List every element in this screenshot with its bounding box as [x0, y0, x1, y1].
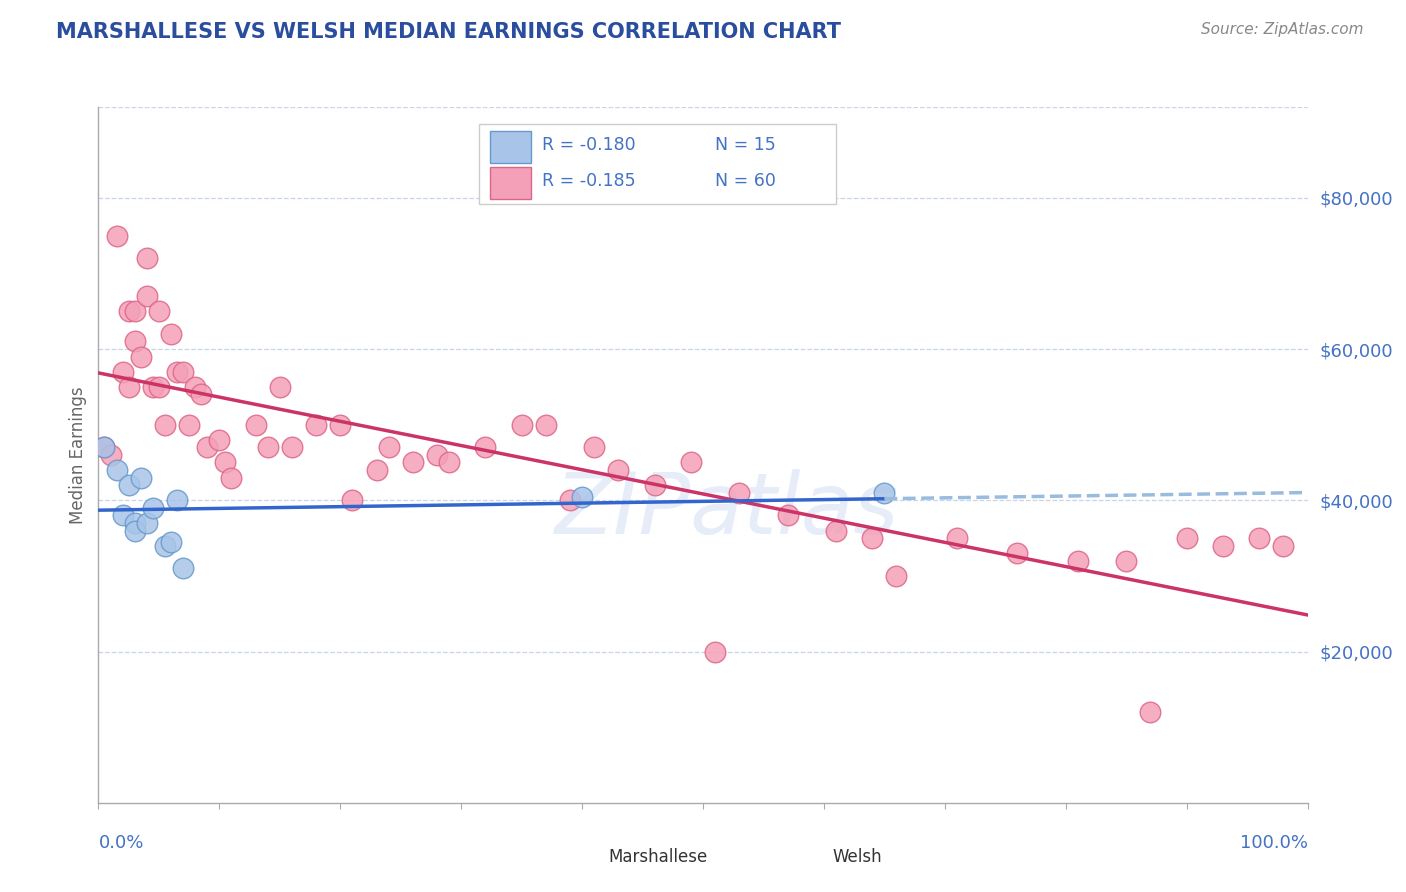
Point	[886, 569, 908, 583]
Point	[166, 493, 188, 508]
Point	[329, 417, 352, 432]
Point	[245, 417, 267, 432]
Point	[129, 350, 152, 364]
Point	[342, 493, 364, 508]
Point	[305, 417, 328, 432]
Point	[124, 524, 146, 538]
Point	[153, 417, 176, 432]
FancyBboxPatch shape	[491, 131, 531, 163]
Point	[172, 365, 194, 379]
Point	[946, 531, 969, 545]
Point	[437, 455, 460, 469]
Point	[607, 463, 630, 477]
Text: Welsh: Welsh	[832, 848, 882, 866]
Point	[1249, 531, 1271, 545]
Point	[160, 326, 183, 341]
Point	[1067, 554, 1090, 568]
Point	[221, 470, 243, 484]
Point	[1007, 546, 1029, 560]
Point	[825, 524, 848, 538]
Point	[583, 441, 606, 455]
Point	[118, 380, 141, 394]
Point	[679, 455, 702, 469]
Point	[118, 304, 141, 318]
Point	[111, 365, 134, 379]
Point	[269, 380, 291, 394]
FancyBboxPatch shape	[554, 842, 598, 872]
Text: MARSHALLESE VS WELSH MEDIAN EARNINGS CORRELATION CHART: MARSHALLESE VS WELSH MEDIAN EARNINGS COR…	[56, 22, 841, 42]
Point	[558, 493, 581, 508]
Point	[124, 516, 146, 530]
Point	[776, 508, 799, 523]
Point	[1139, 705, 1161, 719]
Text: N = 15: N = 15	[716, 136, 776, 154]
Point	[105, 228, 128, 243]
Point	[534, 417, 557, 432]
Text: Marshallese: Marshallese	[609, 848, 709, 866]
Point	[1115, 554, 1137, 568]
Point	[190, 387, 212, 401]
Text: ZIPatlas: ZIPatlas	[555, 469, 900, 552]
Point	[142, 500, 165, 515]
Point	[100, 448, 122, 462]
Text: R = -0.185: R = -0.185	[543, 172, 636, 191]
Point	[281, 441, 304, 455]
Point	[366, 463, 388, 477]
Point	[402, 455, 425, 469]
Point	[172, 561, 194, 575]
Point	[135, 289, 157, 303]
Point	[214, 455, 236, 469]
Point	[118, 478, 141, 492]
Point	[728, 485, 751, 500]
Point	[124, 334, 146, 349]
Point	[377, 441, 399, 455]
Point	[135, 252, 157, 266]
Text: Source: ZipAtlas.com: Source: ZipAtlas.com	[1201, 22, 1364, 37]
Point	[644, 478, 666, 492]
Text: 0.0%: 0.0%	[98, 834, 143, 852]
Point	[111, 508, 134, 523]
Point	[256, 441, 278, 455]
Text: 100.0%: 100.0%	[1240, 834, 1308, 852]
Point	[208, 433, 231, 447]
Text: N = 60: N = 60	[716, 172, 776, 191]
Point	[160, 534, 183, 549]
Point	[177, 417, 201, 432]
FancyBboxPatch shape	[778, 842, 821, 872]
FancyBboxPatch shape	[479, 124, 837, 204]
Point	[1175, 531, 1198, 545]
Point	[93, 441, 115, 455]
Point	[571, 490, 593, 504]
Point	[510, 417, 533, 432]
Point	[135, 516, 157, 530]
Text: R = -0.180: R = -0.180	[543, 136, 636, 154]
Point	[195, 441, 218, 455]
Point	[1272, 539, 1295, 553]
Point	[148, 380, 170, 394]
Point	[166, 365, 188, 379]
Point	[129, 470, 152, 484]
FancyBboxPatch shape	[491, 167, 531, 199]
Point	[474, 441, 496, 455]
Point	[184, 380, 207, 394]
Point	[704, 644, 727, 658]
Point	[1212, 539, 1234, 553]
Point	[105, 463, 128, 477]
Y-axis label: Median Earnings: Median Earnings	[69, 386, 87, 524]
Point	[148, 304, 170, 318]
Point	[426, 448, 449, 462]
Point	[153, 539, 176, 553]
Point	[142, 380, 165, 394]
Point	[860, 531, 883, 545]
Point	[873, 485, 896, 500]
Point	[124, 304, 146, 318]
Point	[93, 441, 115, 455]
